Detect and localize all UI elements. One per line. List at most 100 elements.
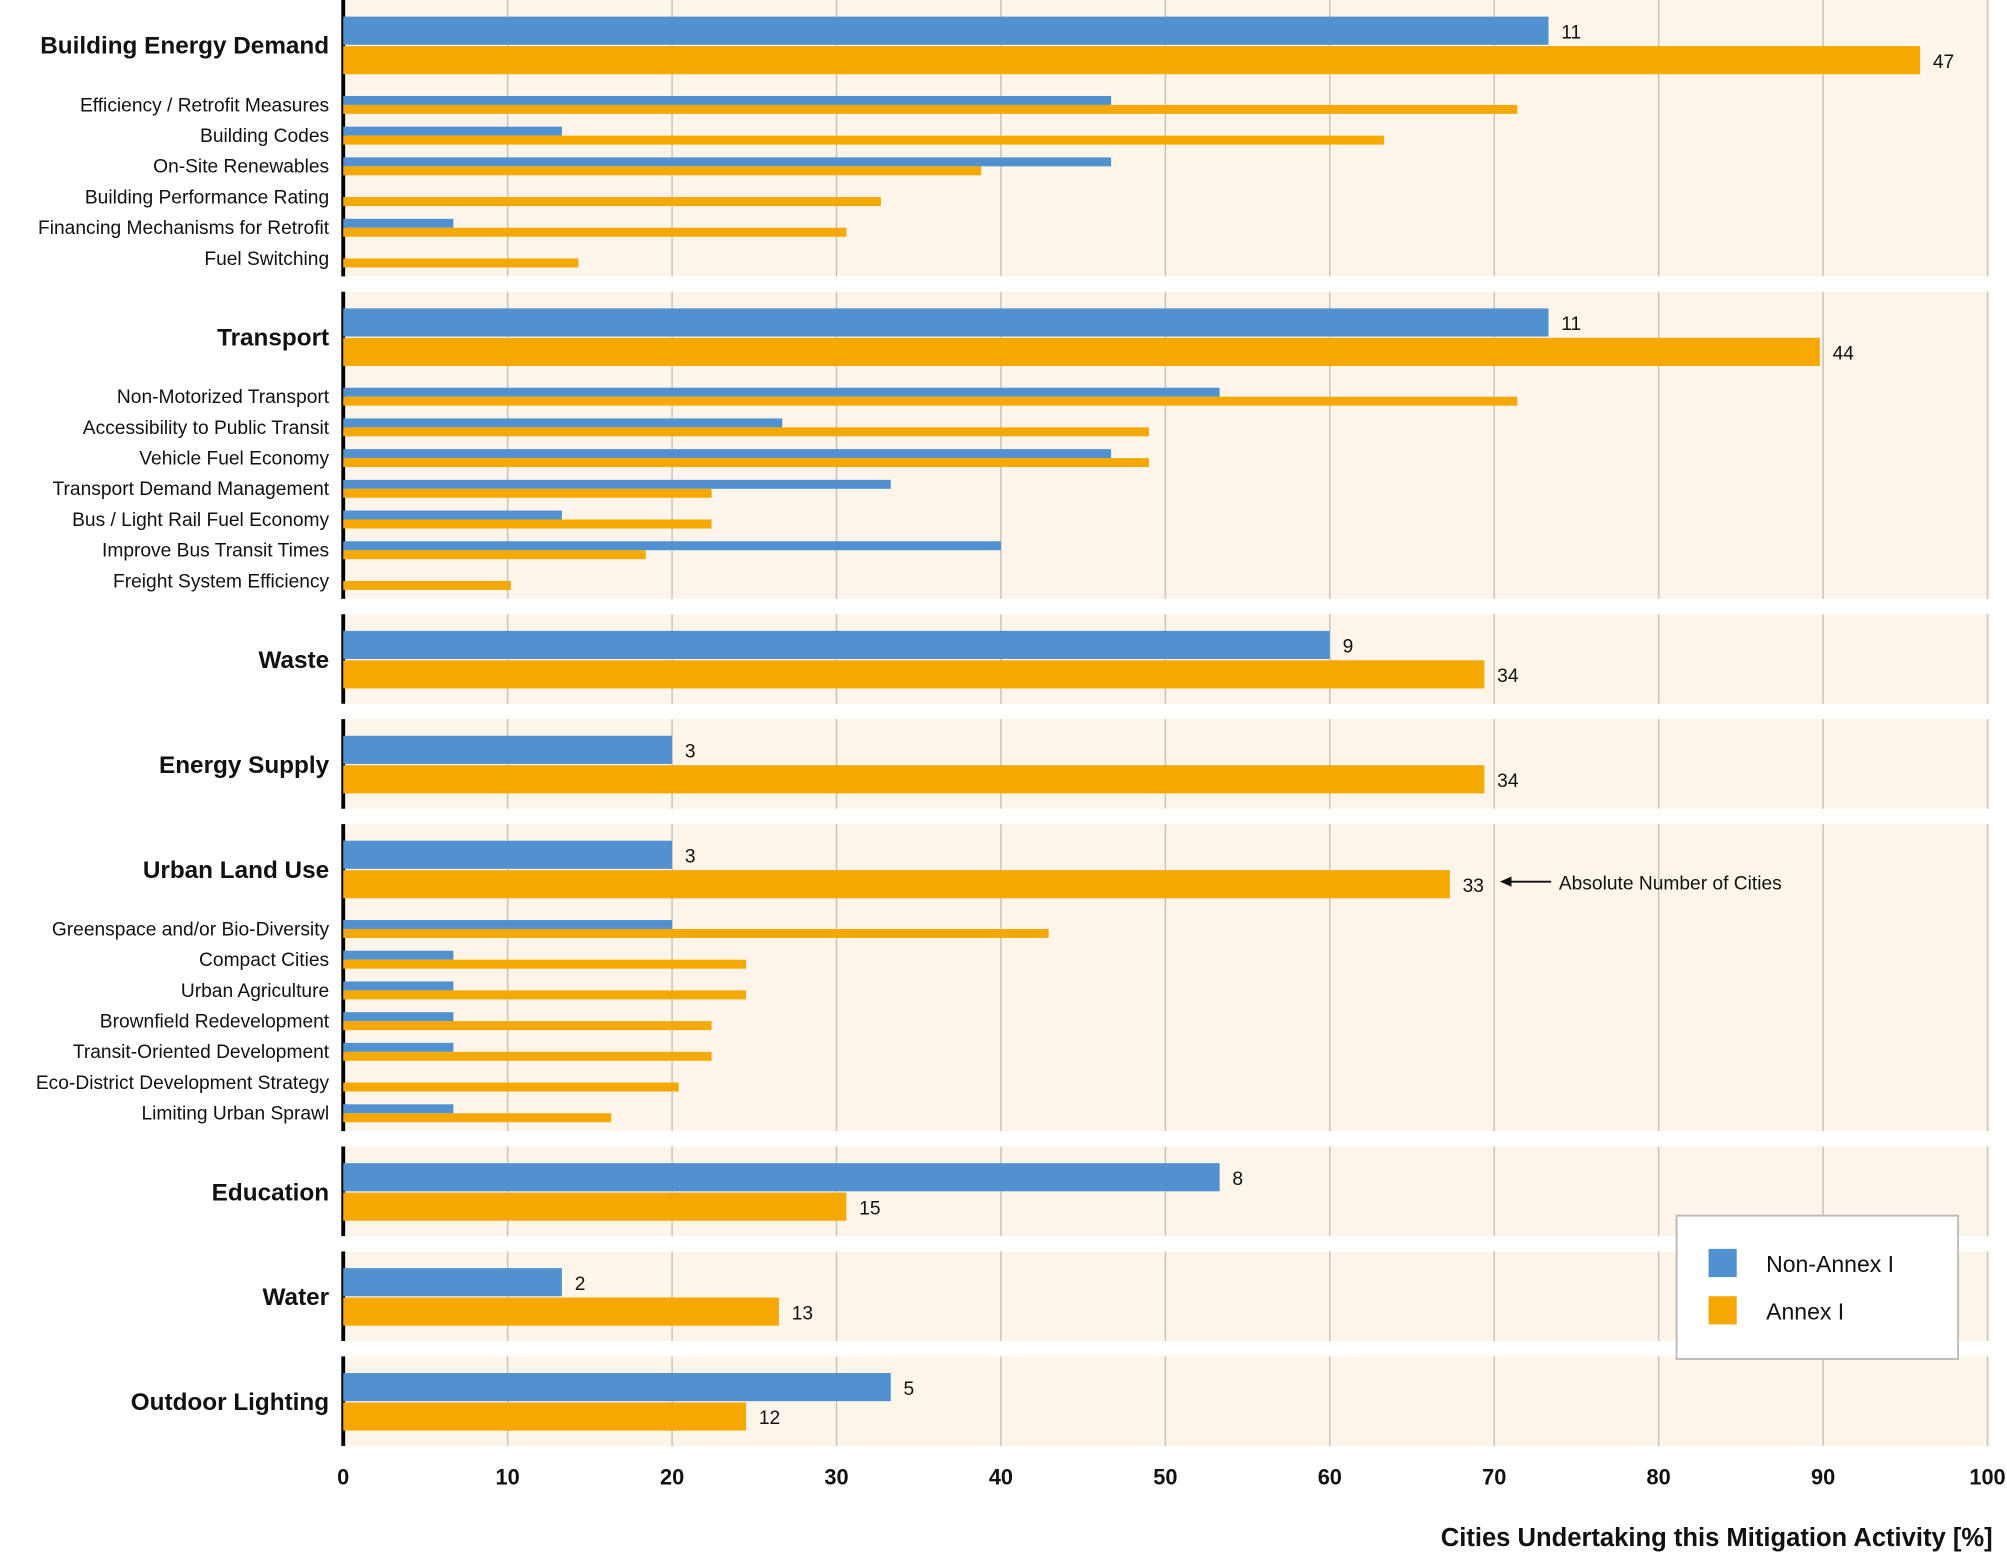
bar-annex [343, 227, 847, 237]
legend-box [1675, 1214, 1960, 1360]
bar-annex [343, 519, 712, 529]
bar-non-annex [343, 1163, 1220, 1192]
bar-non-annex [343, 157, 1112, 167]
bar-non-annex [343, 387, 1220, 397]
count-label-annex: 44 [1833, 344, 1855, 365]
bar-annex [343, 990, 747, 1000]
bar-annex [343, 166, 982, 176]
bar-non-annex [343, 1268, 562, 1297]
item-label: Non-Motorized Transport [117, 387, 330, 408]
bar-non-annex [343, 510, 562, 520]
item-label: Transit-Oriented Development [73, 1042, 330, 1063]
x-tick-label: 70 [1482, 1464, 1506, 1489]
bar-non-annex [343, 1373, 891, 1402]
bar-non-annex [343, 920, 673, 929]
count-label-annex: 33 [1463, 876, 1484, 897]
bar-non-annex [343, 630, 1330, 659]
x-tick-label: 40 [989, 1464, 1013, 1489]
x-tick-label: 20 [660, 1464, 684, 1489]
item-label: Financing Mechanisms for Retrofit [38, 218, 330, 239]
bar-annex [343, 258, 579, 268]
bar-non-annex [343, 1104, 454, 1114]
item-label: Compact Cities [199, 950, 329, 971]
x-tick-label: 0 [337, 1464, 349, 1489]
bar-non-annex [343, 308, 1549, 337]
bar-annex [343, 928, 1049, 938]
count-label-annex: 12 [759, 1408, 780, 1429]
x-tick-label: 100 [1969, 1464, 2005, 1489]
bar-annex [343, 660, 1485, 689]
bar-non-annex [343, 541, 1001, 551]
annotation-arrowhead [1499, 876, 1512, 887]
x-tick-label: 10 [496, 1464, 520, 1489]
bar-non-annex [343, 218, 454, 228]
legend: Non-Annex I Annex I [1675, 1214, 1960, 1360]
count-label-annex: 13 [792, 1303, 813, 1324]
group-label: Transport [217, 324, 329, 351]
bar-non-annex [343, 735, 673, 764]
x-tick-label: 80 [1647, 1464, 1671, 1489]
count-label-non-annex: 3 [685, 846, 696, 867]
group-label: Building Energy Demand [40, 33, 329, 60]
count-label-non-annex: 11 [1561, 314, 1581, 335]
group-label: Urban Land Use [143, 857, 329, 884]
count-label-non-annex: 3 [685, 742, 696, 763]
bar-annex [343, 1113, 612, 1123]
x-axis-label: Cities Undertaking this Mitigation Activ… [1441, 1524, 1993, 1552]
group-label: Energy Supply [159, 752, 330, 779]
bar-annex [343, 1402, 747, 1431]
count-label-non-annex: 11 [1561, 22, 1581, 43]
bar-annex [343, 959, 747, 969]
legend-label-annex: Annex I [1766, 1298, 1844, 1324]
item-label: Greenspace and/or Bio-Diversity [52, 919, 330, 940]
item-label: Improve Bus Transit Times [102, 541, 329, 562]
bar-non-annex [343, 840, 673, 869]
bar-annex [343, 337, 1820, 366]
item-label: Eco-District Development Strategy [36, 1073, 330, 1094]
count-label-annex: 15 [859, 1198, 880, 1219]
item-label: Transport Demand Management [53, 479, 330, 500]
group-label: Outdoor Lighting [131, 1389, 329, 1416]
item-label: Freight System Efficiency [113, 571, 330, 592]
bar-non-annex [343, 449, 1112, 459]
group-label: Education [212, 1179, 329, 1206]
bar-non-annex [343, 1012, 454, 1022]
count-label-non-annex: 8 [1232, 1169, 1243, 1190]
bar-annex [343, 765, 1485, 794]
x-tick-label: 60 [1318, 1464, 1342, 1489]
item-label: Vehicle Fuel Economy [139, 448, 329, 469]
item-label: Building Codes [200, 126, 329, 147]
bar-annex [343, 488, 712, 498]
item-label: Building Performance Rating [85, 187, 329, 208]
item-label: Fuel Switching [204, 249, 329, 270]
bar-annex [343, 396, 1518, 406]
annotation-text: Absolute Number of Cities [1559, 873, 1782, 894]
item-label: Efficiency / Retrofit Measures [80, 95, 329, 116]
legend-swatch-non-annex [1708, 1248, 1737, 1278]
item-label: Limiting Urban Sprawl [141, 1104, 329, 1125]
bar-annex [343, 870, 1450, 899]
group-label: Waste [258, 647, 329, 674]
bar-non-annex [343, 1042, 454, 1052]
bar-non-annex [343, 479, 891, 489]
bar-annex [343, 580, 511, 590]
bar-annex [343, 1192, 847, 1221]
bar-annex [343, 1297, 779, 1326]
count-label-non-annex: 9 [1343, 637, 1354, 658]
x-tick-label: 90 [1811, 1464, 1835, 1489]
bar-annex [343, 1021, 712, 1031]
bar-annex [343, 1051, 712, 1061]
count-label-non-annex: 2 [575, 1274, 586, 1295]
count-label-annex: 47 [1933, 52, 1954, 73]
x-tick-label: 30 [824, 1464, 848, 1489]
bar-annex [343, 46, 1921, 75]
item-label: Accessibility to Public Transit [83, 418, 330, 439]
item-label: On-Site Renewables [153, 157, 329, 178]
bar-annex [343, 1082, 679, 1092]
group-label: Water [263, 1284, 330, 1311]
annotation: Absolute Number of Cities [1499, 873, 1782, 894]
bar-non-annex [343, 950, 454, 960]
count-label-annex: 34 [1497, 771, 1519, 792]
bar-non-annex [343, 16, 1549, 45]
bar-non-annex [343, 981, 454, 991]
